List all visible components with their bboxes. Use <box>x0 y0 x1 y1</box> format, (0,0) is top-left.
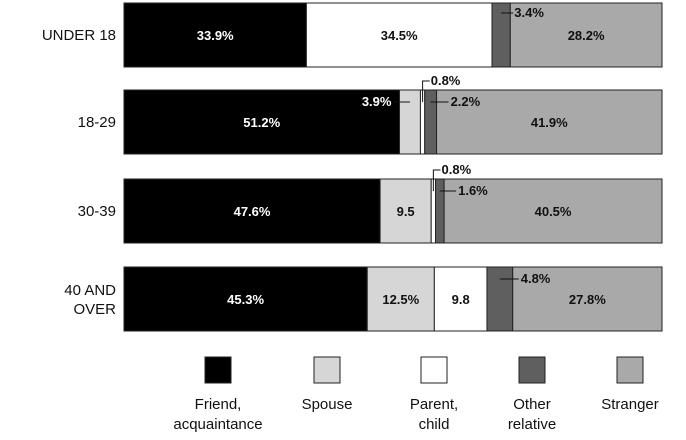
bar-segment-18-29-spouse <box>398 89 421 155</box>
bar-segment-18-29-friend-acquaintance <box>123 89 400 155</box>
bar-segment-30-39-spouse <box>379 178 432 244</box>
legend-swatch-other-relative <box>518 356 546 384</box>
data-label-30-39-stranger: 40.5% <box>535 204 572 219</box>
data-label-30-39-parent-child: 0.8% <box>442 162 472 177</box>
legend-label-friend-acquaintance: Friend, acquaintance <box>173 396 262 433</box>
category-label-30-39: 30-39 <box>78 203 116 220</box>
bar-segment-under-18-parent-child <box>305 2 493 68</box>
data-label-under-18-friend-acquaintance: 33.9% <box>197 28 234 43</box>
bar-segment-under-18-friend-acquaintance <box>123 2 307 68</box>
legend-label-other-relative: Other relative <box>508 396 556 433</box>
segment-labels: 33.9% 34.5% 3.4% 28.2% 51.2% 3.9% 0.8% 2.2% 41.9… <box>197 5 606 307</box>
legend-swatch-parent-child <box>420 356 448 384</box>
bar-segment-18-29-other-relative <box>424 89 438 155</box>
data-label-40-and-over-other-relative: 4.8% <box>521 271 551 286</box>
data-label-30-39-friend-acquaintance: 47.6% <box>234 204 271 219</box>
data-label-under-18-other-relative: 3.4% <box>514 5 544 20</box>
bar-segment-30-39-friend-acquaintance <box>123 178 381 244</box>
bar-segment-30-39-stranger <box>443 178 663 244</box>
data-label-18-29-spouse: 3.9% <box>362 94 392 109</box>
legend-label-stranger: Stranger <box>601 396 659 413</box>
data-label-18-29-stranger: 41.9% <box>531 115 568 130</box>
data-label-under-18-stranger: 28.2% <box>568 28 605 43</box>
bar-segment-40-and-over-other-relative <box>486 266 514 332</box>
legend-label-parent-child: Parent, child <box>410 396 458 433</box>
bar-segment-40-and-over-friend-acquaintance <box>123 266 368 332</box>
leader-line <box>422 80 430 102</box>
bar-segment-30-39-other-relative <box>435 178 445 244</box>
category-labels: UNDER 18 18-29 30-39 40 AND OVER <box>42 27 116 318</box>
bar-segment-under-18-stranger <box>509 2 663 68</box>
data-label-40-and-over-parent-child: 9.8 <box>452 292 470 307</box>
category-label-40-and-over: 40 AND OVER <box>64 282 116 318</box>
bar-segment-40-and-over-spouse <box>366 266 435 332</box>
category-label-18-29: 18-29 <box>78 114 116 131</box>
data-label-18-29-parent-child: 0.8% <box>431 73 461 88</box>
leader-line <box>432 169 441 191</box>
data-label-30-39-other-relative: 1.6% <box>458 183 488 198</box>
bar-segment-18-29-stranger <box>436 89 663 155</box>
data-label-18-29-other-relative: 2.2% <box>451 94 481 109</box>
bar-segment-40-and-over-stranger <box>512 266 663 332</box>
data-label-40-and-over-spouse: 12.5% <box>382 292 419 307</box>
legend-swatch-friend-acquaintance <box>204 356 232 384</box>
bar-segment-40-and-over-parent-child <box>433 266 488 332</box>
data-label-18-29-friend-acquaintance: 51.2% <box>243 115 280 130</box>
data-label-40-and-over-friend-acquaintance: 45.3% <box>227 292 264 307</box>
legend: Friend, acquaintance Spouse Parent, child Oth… <box>173 356 659 433</box>
category-label-under-18: UNDER 18 <box>42 27 116 44</box>
legend-swatch-stranger <box>616 356 644 384</box>
data-label-40-and-over-stranger: 27.8% <box>569 292 606 307</box>
legend-swatch-spouse <box>313 356 341 384</box>
bars-group <box>123 2 663 332</box>
legend-label-spouse: Spouse <box>302 396 353 413</box>
data-label-30-39-spouse: 9.5 <box>397 204 415 219</box>
data-label-under-18-parent-child: 34.5% <box>381 28 418 43</box>
